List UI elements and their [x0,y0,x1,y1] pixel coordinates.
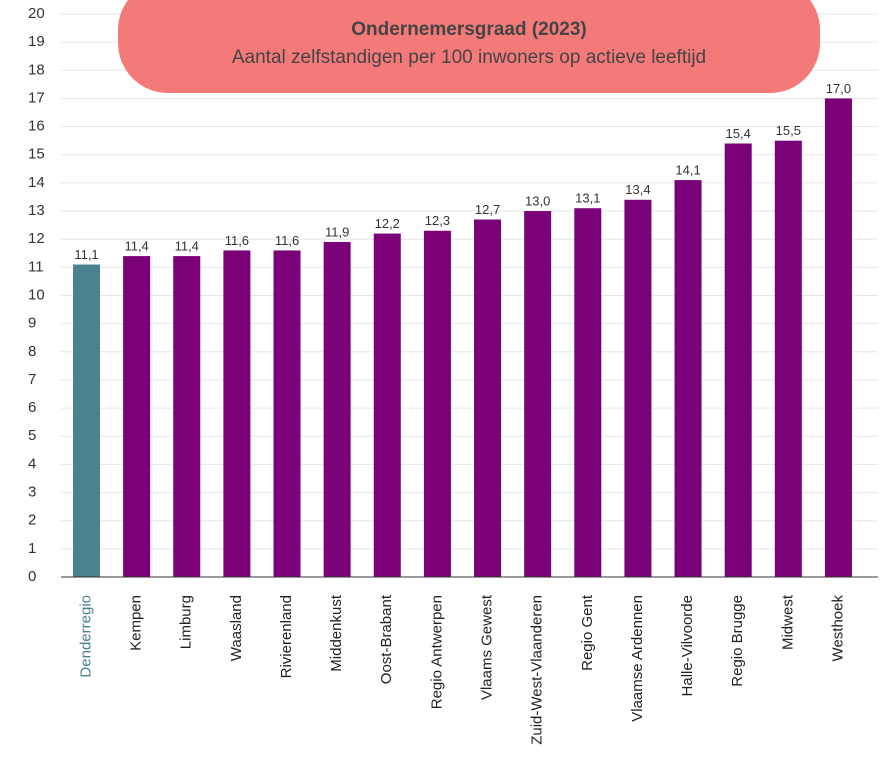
y-tick-label: 11 [28,258,44,275]
x-tick-label: Limburg [178,595,195,649]
y-tick-label: 10 [28,286,45,303]
bar [223,250,251,577]
title-box [118,0,820,93]
x-tick-label: Regio Antwerpen [428,595,445,709]
bar [674,180,702,577]
bar [423,230,451,577]
value-label: 11,6 [225,233,249,248]
value-label: 14,1 [675,163,700,178]
value-label: 13,0 [525,193,550,208]
y-tick-label: 5 [28,427,36,444]
bar [173,256,201,577]
x-tick-label: Vlaamse Ardennen [629,595,646,722]
bar [373,233,401,577]
value-label: 13,4 [625,182,650,197]
y-tick-label: 7 [28,371,36,388]
y-tick-label: 13 [28,202,45,219]
y-tick-label: 16 [28,118,45,135]
y-tick-label: 20 [28,5,45,22]
y-tick-label: 2 [28,512,36,529]
y-tick-label: 19 [28,33,45,50]
value-label: 11,4 [175,239,199,254]
y-tick-label: 15 [28,146,45,163]
value-label: 12,7 [475,202,500,217]
bar [724,143,752,578]
value-label: 13,1 [575,191,600,206]
y-tick-label: 12 [28,230,45,247]
bar [73,264,100,577]
value-label: 17,0 [826,81,851,96]
value-label: 11,6 [275,233,299,248]
y-tick-label: 0 [28,568,36,585]
x-tick-label: Regio Gent [579,594,596,671]
x-tick-label: Westhoek [829,595,846,662]
y-tick-label: 8 [28,343,36,360]
x-tick-label: Kempen [128,595,145,651]
chart-subtitle: Aantal zelfstandigen per 100 inwoners op… [232,47,706,68]
y-tick-label: 3 [28,484,36,501]
value-label: 11,1 [74,247,98,262]
bar [574,208,602,578]
x-tick-label: Middenkust [328,594,345,672]
bar [824,98,852,577]
y-tick-label: 9 [28,315,36,332]
bar [474,219,502,577]
value-label: 12,2 [375,216,400,231]
value-label: 15,5 [776,123,801,138]
bar [774,140,802,578]
x-tick-label: Halle-Vilvoorde [679,595,696,696]
y-tick-label: 1 [28,540,36,557]
value-label: 12,3 [425,213,450,228]
x-tick-label: Midwest [779,594,796,650]
x-tick-label: Oost-Brabant [378,594,395,684]
bar [123,256,151,577]
chart-title: Ondernemersgraad (2023) [351,19,587,40]
x-tick-label: Waasland [228,595,245,661]
y-tick-label: 4 [28,455,36,472]
y-tick-label: 18 [28,61,45,78]
x-tick-label: Vlaams Gewest [479,594,496,700]
y-tick-label: 6 [28,399,36,416]
x-tick-label: Zuid-West-Vlaanderen [529,595,546,745]
bar [624,199,652,578]
bar [524,211,552,578]
value-label: 11,4 [124,239,148,254]
value-label: 11,9 [325,224,349,239]
value-label: 15,4 [726,126,751,141]
bar [273,250,301,577]
y-tick-label: 14 [28,174,45,191]
y-tick-label: 17 [28,89,45,106]
bar [323,242,351,577]
x-tick-label: Regio Brugge [729,595,746,687]
x-tick-label: Rivierenland [278,595,295,678]
x-tick-label: Denderregio [77,595,94,678]
